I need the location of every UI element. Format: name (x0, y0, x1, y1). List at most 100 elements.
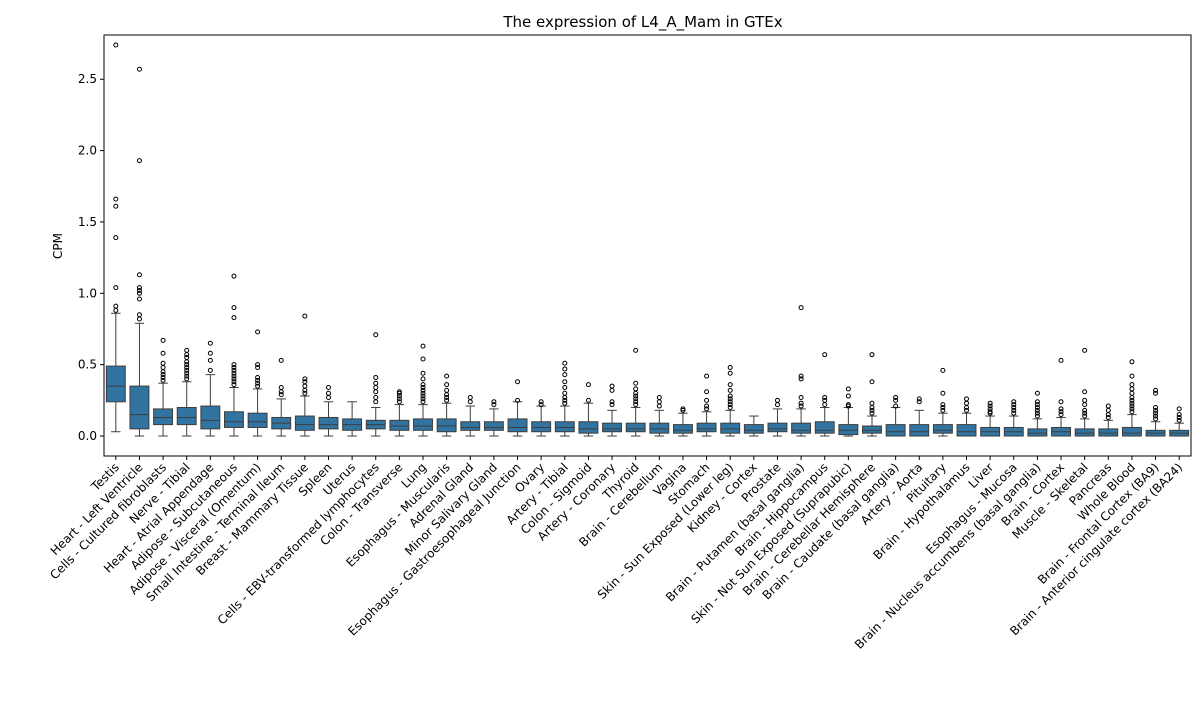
box-group (602, 383, 623, 437)
outlier-point (420, 376, 426, 382)
outlier-point (869, 410, 875, 416)
outlier-point (798, 373, 804, 379)
box-group (791, 305, 812, 437)
outlier-point (136, 296, 142, 302)
outlier-point (1129, 406, 1135, 412)
outlier-point (255, 383, 261, 389)
outlier-point (774, 397, 780, 403)
y-tick-label: 0.5 (78, 358, 97, 372)
outlier-point (136, 290, 142, 296)
box-group (1169, 406, 1190, 437)
outlier-point (184, 352, 190, 358)
outlier-point (1129, 359, 1135, 365)
outlier-point (420, 382, 426, 388)
outlier-point (420, 384, 426, 390)
box (389, 419, 410, 431)
outlier-point (633, 393, 639, 399)
box-group (743, 415, 764, 437)
outlier-point (798, 400, 804, 406)
outlier-point (633, 386, 639, 392)
outlier-point (207, 350, 213, 356)
outlier-point (231, 373, 237, 379)
box-group (980, 400, 1001, 437)
outlier-point (302, 313, 308, 319)
outlier-point (515, 397, 521, 403)
box-group (153, 337, 174, 437)
y-tick-label: 1.0 (78, 286, 97, 300)
outlier-point (1011, 404, 1017, 410)
box (625, 422, 646, 433)
outlier-point (1034, 410, 1040, 416)
box (696, 422, 717, 433)
outlier-point (302, 379, 308, 385)
outlier-point (184, 367, 190, 373)
outlier-point (609, 387, 615, 393)
outlier-point (633, 399, 639, 405)
outlier-point (964, 404, 970, 410)
outlier-point (373, 332, 379, 338)
outlier-point (420, 393, 426, 399)
outlier-point (467, 394, 473, 400)
outlier-point (420, 399, 426, 405)
box-group (1074, 347, 1095, 437)
outlier-point (160, 365, 166, 371)
outlier-point (160, 372, 166, 378)
outlier-point (1153, 416, 1159, 422)
outlier-point (656, 394, 662, 400)
box-group (625, 347, 646, 437)
outlier-point (231, 362, 237, 368)
outlier-point (987, 406, 993, 412)
outlier-point (727, 382, 733, 388)
box (413, 418, 433, 431)
outlier-point (113, 307, 119, 313)
outlier-point (869, 400, 875, 406)
y-tick-label: 2.5 (78, 72, 97, 86)
outlier-point (727, 393, 733, 399)
outlier-point (704, 397, 710, 403)
outlier-point (396, 389, 402, 395)
outlier-point (1082, 397, 1088, 403)
outlier-point (184, 370, 190, 376)
outlier-point (302, 376, 308, 382)
outlier-point (255, 380, 261, 386)
outlier-point (727, 402, 733, 408)
outlier-point (160, 337, 166, 343)
box-group (838, 386, 859, 437)
outlier-point (255, 362, 261, 368)
box (318, 416, 339, 430)
outlier-point (231, 379, 237, 385)
box (602, 422, 623, 433)
box-group (271, 357, 292, 437)
box-group (365, 332, 386, 437)
box (153, 408, 174, 426)
outlier-point (916, 396, 922, 402)
outlier-point (1011, 402, 1017, 408)
outlier-point (231, 370, 237, 376)
outlier-point (822, 402, 828, 408)
outlier-point (538, 402, 544, 408)
box-group (342, 401, 363, 437)
outlier-point (420, 370, 426, 376)
outlier-point (373, 389, 379, 395)
outlier-point (302, 383, 308, 389)
box (436, 418, 457, 433)
outlier-point (491, 399, 497, 405)
box (176, 406, 197, 426)
outlier-point (822, 397, 828, 403)
outlier-point (184, 355, 190, 361)
outlier-point (1105, 414, 1111, 420)
box-group (129, 66, 150, 437)
y-tick-label: 2.0 (78, 144, 97, 158)
box (838, 424, 859, 436)
outlier-point (727, 404, 733, 410)
outlier-point (444, 382, 450, 388)
outlier-point (562, 394, 568, 400)
outlier-point (1105, 412, 1111, 418)
outlier-point (893, 397, 899, 403)
box (932, 424, 953, 434)
outlier-point (845, 402, 851, 408)
outlier-point (774, 402, 780, 408)
outlier-point (1034, 390, 1040, 396)
